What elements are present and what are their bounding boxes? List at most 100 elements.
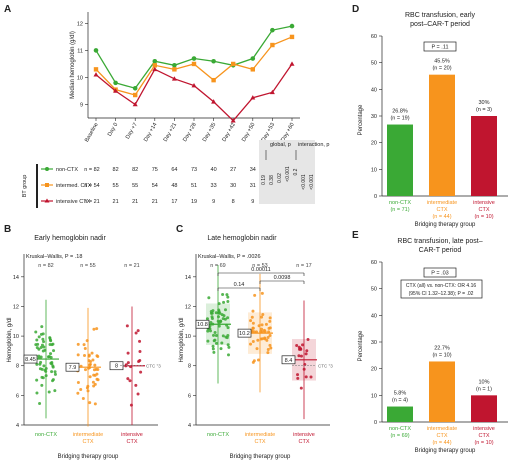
- data-point: [211, 344, 215, 348]
- data-point: [226, 316, 230, 320]
- data-point: [268, 326, 272, 330]
- data-point: [88, 401, 92, 405]
- data-point: [85, 339, 89, 343]
- x-category-label: intermediate: [427, 200, 457, 206]
- y-tick-label: 10: [77, 75, 83, 81]
- data-point: [260, 327, 264, 331]
- data-point: [305, 349, 309, 353]
- data-point: [92, 384, 96, 388]
- data-point: [35, 362, 39, 366]
- data-point: [53, 389, 57, 393]
- data-point: [301, 343, 305, 347]
- panel-title: Early hemoglobin nadir: [34, 235, 106, 242]
- median-value: 8.4: [285, 358, 293, 364]
- data-point: [207, 296, 211, 300]
- x-category-n: (n = 44): [432, 214, 451, 220]
- x-tick-label: Day +28: [182, 122, 198, 143]
- data-point: [171, 76, 177, 81]
- data-point: [295, 343, 299, 347]
- data-point: [113, 80, 118, 86]
- y-tick-label: 20: [371, 367, 377, 373]
- table-cell: 21: [132, 199, 138, 205]
- data-point: [297, 354, 301, 358]
- data-point: [35, 338, 39, 342]
- data-point: [126, 351, 130, 355]
- data-point: [51, 379, 55, 383]
- data-point: [299, 347, 303, 351]
- bar-n-label: (n = 19): [390, 116, 409, 122]
- x-category-n: (n = 69): [390, 433, 409, 439]
- data-point: [217, 311, 221, 315]
- y-tick-label: 50: [371, 287, 377, 293]
- data-point: [191, 61, 197, 67]
- x-category-label: intensive: [473, 200, 495, 206]
- n-label: n = 55: [80, 263, 95, 269]
- data-point: [44, 374, 48, 378]
- x-category-n: (n = 10): [474, 440, 493, 446]
- x-category-label: intermediate: [427, 426, 457, 432]
- data-point: [217, 302, 221, 306]
- legend-label: non-CTX: [56, 167, 78, 173]
- data-point: [95, 354, 99, 358]
- y-tick-label: 10: [371, 167, 377, 173]
- data-point: [125, 324, 129, 328]
- median-box: [23, 354, 38, 364]
- table-cell: 82: [113, 167, 119, 173]
- data-point: [42, 364, 46, 368]
- stats-header: global, p: [270, 142, 291, 148]
- y-axis-label: Hemoglobin, g/dl: [7, 317, 13, 362]
- data-point: [95, 377, 99, 381]
- data-point: [96, 367, 100, 371]
- y-axis-label: Median hemoglobin (g/dl): [70, 31, 76, 99]
- table-cell: 55: [132, 183, 138, 189]
- x-axis-label: Bridging therapy group: [415, 222, 476, 228]
- data-point: [53, 372, 57, 376]
- table-cell: 73: [191, 167, 197, 173]
- bar-value-label: 5.8%: [394, 391, 407, 397]
- x-category-n: (n = 44): [432, 440, 451, 446]
- data-point: [257, 324, 261, 328]
- data-point: [296, 376, 300, 380]
- bar-value-label: 45.5%: [434, 59, 450, 65]
- data-point: [262, 328, 266, 332]
- panel-label-d: D: [352, 4, 359, 15]
- x-category-label: CTX: [299, 439, 310, 445]
- n-label: n = 69: [210, 263, 225, 269]
- data-point: [221, 334, 225, 338]
- pairwise-p: 0.0098: [274, 275, 291, 281]
- data-point: [132, 85, 138, 91]
- data-point: [304, 375, 308, 379]
- table-cell: 64: [171, 167, 177, 173]
- bar-value-label: 26.8%: [392, 109, 408, 115]
- panel-label-e: E: [352, 230, 359, 241]
- data-point: [206, 329, 210, 333]
- data-point: [91, 358, 95, 362]
- data-point: [289, 61, 295, 66]
- data-point: [249, 342, 253, 346]
- data-point: [134, 383, 138, 387]
- data-point: [226, 300, 230, 304]
- data-point: [41, 349, 45, 353]
- data-point: [260, 323, 264, 327]
- table-cell: 17: [171, 199, 177, 205]
- data-point: [213, 338, 217, 342]
- data-point: [266, 351, 270, 355]
- p-value-label: P = .03: [431, 271, 448, 277]
- data-point: [126, 361, 130, 365]
- y-tick-label: 12: [13, 304, 19, 310]
- data-point: [35, 391, 39, 395]
- y-tick-label: 10: [371, 393, 377, 399]
- data-point: [136, 392, 140, 396]
- data-point: [37, 354, 41, 358]
- bar-n-label: (n = 4): [392, 398, 408, 404]
- data-point: [260, 291, 264, 295]
- table-cell: 75: [152, 167, 158, 173]
- data-point: [211, 347, 215, 351]
- panel-title: post–CAR-T period: [410, 21, 470, 28]
- data-point: [36, 342, 40, 346]
- data-point: [93, 402, 97, 406]
- y-tick-label: 8: [188, 364, 191, 370]
- data-point: [251, 360, 255, 364]
- data-point: [296, 373, 300, 377]
- x-axis-label: Bridging therapy group: [415, 448, 476, 454]
